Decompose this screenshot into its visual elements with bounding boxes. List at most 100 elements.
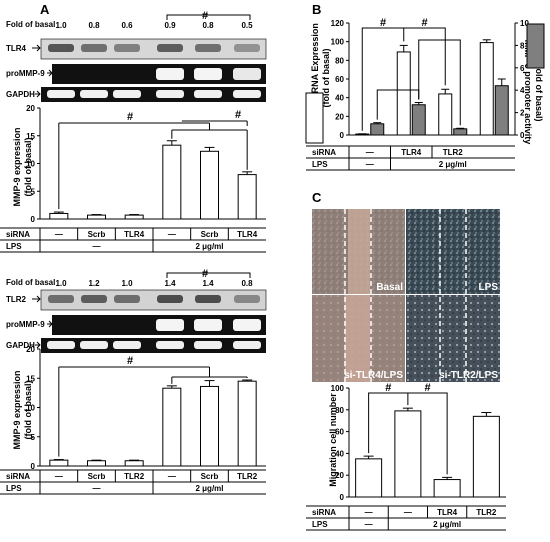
table-cell: Scrb bbox=[88, 230, 106, 239]
panel-c-chart: 0 20 40 60 80 100 # # bbox=[331, 382, 506, 502]
table-cell: — bbox=[365, 520, 373, 529]
y-tick-label: 20 bbox=[26, 104, 35, 113]
y-tick-label: 0 bbox=[31, 462, 36, 471]
fold-of-basal-label: Fold of basal bbox=[6, 278, 55, 287]
blot-band bbox=[194, 341, 222, 349]
y-tick-label: 80 bbox=[335, 56, 344, 65]
bar bbox=[200, 150, 219, 220]
blot-band bbox=[156, 341, 184, 349]
table-cell: TLR2 bbox=[124, 472, 145, 481]
blot-band bbox=[80, 341, 108, 349]
y-tick-label: 10 bbox=[26, 160, 35, 169]
blot-band bbox=[234, 295, 260, 303]
fold-value: 1.2 bbox=[88, 279, 100, 288]
fold-of-basal-label: Fold of basal bbox=[6, 20, 55, 29]
table-cell: TLR4 bbox=[124, 230, 145, 239]
y-tick-label: 15 bbox=[26, 132, 35, 141]
bar bbox=[124, 460, 144, 467]
y-tick-label: 10 bbox=[26, 404, 35, 413]
table-cell: 2 μg/ml bbox=[195, 484, 223, 493]
bar bbox=[162, 144, 182, 220]
legend-key-promoter bbox=[526, 23, 545, 69]
panel-letter-c: C bbox=[312, 190, 322, 205]
y-tick-label-right: 0 bbox=[520, 131, 525, 140]
fold-values-row: 1.0 0.8 0.6 0.9 0.8 0.5 bbox=[55, 21, 253, 30]
table-cell: — bbox=[404, 508, 412, 517]
legend-key-mrna bbox=[305, 92, 324, 144]
y-tick-label-right: 8 bbox=[520, 41, 525, 50]
table-cell: TLR2 bbox=[443, 148, 464, 157]
blot-band bbox=[233, 319, 261, 331]
blot-label-tlr4: TLR4 bbox=[6, 44, 27, 53]
y-tick-label: 5 bbox=[31, 433, 36, 442]
y-tick-label: 80 bbox=[335, 406, 344, 415]
panel-a-bottom: Fold of basal 1.0 1.2 1.0 1.4 1.4 0.8 # TLR2 … bbox=[0, 268, 267, 495]
blot-label-gapdh: GAPDH bbox=[6, 341, 35, 350]
bar bbox=[237, 174, 257, 220]
bar bbox=[49, 212, 69, 220]
blot-band bbox=[81, 295, 107, 303]
y-tick-label-right: 10 bbox=[520, 19, 529, 28]
y-tick-label-right: 4 bbox=[520, 86, 525, 95]
panel-c: C Basal LPS si-TLR4/LPS si-TLR2/LPS 0 20 4… bbox=[306, 190, 506, 531]
bar bbox=[200, 385, 219, 467]
bar bbox=[237, 380, 257, 467]
blot-band bbox=[233, 341, 261, 349]
blot-band bbox=[156, 68, 184, 80]
table-cell: Scrb bbox=[88, 472, 106, 481]
bar-promoter bbox=[494, 85, 509, 136]
table-cell: — bbox=[168, 230, 176, 239]
bar-mrna bbox=[479, 42, 494, 136]
table-cell: 2 μg/ml bbox=[433, 520, 461, 529]
bar-promoter bbox=[453, 128, 468, 136]
significance-hash: # bbox=[380, 17, 386, 29]
blot-label-gapdh: GAPDH bbox=[6, 90, 35, 99]
y-axis-label: MMP-9 expression(fold of basal) bbox=[12, 370, 33, 449]
y-axis-label: Migration cell number bbox=[328, 393, 338, 487]
panel-a-bottom-table: siRNA LPS — Scrb TLR2 — Scrb TLR2 — 2 μg/ml bbox=[0, 469, 266, 495]
significance-bracket bbox=[407, 392, 448, 475]
bar bbox=[87, 214, 106, 220]
bar-promoter bbox=[411, 104, 426, 136]
blot-strip-tlr4 bbox=[40, 38, 267, 60]
significance-hash: # bbox=[235, 109, 241, 121]
significance-hash: # bbox=[127, 355, 133, 367]
significance-bracket bbox=[368, 392, 409, 454]
gapdh-bands bbox=[47, 341, 261, 349]
fold-value: 1.0 bbox=[121, 279, 133, 288]
y-tick-label: 15 bbox=[26, 374, 35, 383]
table-cell: — bbox=[168, 472, 176, 481]
blot-band bbox=[195, 44, 221, 52]
y-tick-label-right: 2 bbox=[520, 109, 525, 118]
blot-label-prommp9: proMMP-9 bbox=[6, 69, 45, 78]
bar bbox=[472, 415, 500, 498]
blot-label-tlr2: TLR2 bbox=[6, 295, 27, 304]
blot-band bbox=[194, 90, 222, 98]
table-row-label: LPS bbox=[312, 520, 328, 529]
blot-band bbox=[157, 295, 183, 303]
panel-letter-b: B bbox=[312, 2, 321, 17]
wound-edges bbox=[344, 209, 467, 382]
fold-bracket bbox=[166, 14, 251, 20]
fold-values-row: 1.0 1.2 1.0 1.4 1.4 0.8 bbox=[55, 279, 253, 288]
blot-band bbox=[47, 90, 75, 98]
y-tick-label: 120 bbox=[331, 19, 345, 28]
bar bbox=[49, 459, 69, 467]
blot-label-prommp9: proMMP-9 bbox=[6, 320, 45, 329]
table-row-label: LPS bbox=[312, 160, 328, 169]
table-cell: 2 μg/ml bbox=[439, 160, 467, 169]
table-cell: — bbox=[93, 242, 101, 251]
blot-band bbox=[195, 295, 221, 303]
table-cell: TLR2 bbox=[237, 472, 258, 481]
hash-mark: # bbox=[202, 268, 208, 280]
y-tick-label: 40 bbox=[335, 94, 344, 103]
prommp9-bands bbox=[156, 68, 261, 80]
fold-value: 0.8 bbox=[202, 21, 214, 30]
fold-value: 0.5 bbox=[241, 21, 253, 30]
panel-a-top-table: siRNA LPS — Scrb TLR4 — Scrb TLR4 — 2 μg/ml bbox=[0, 227, 266, 253]
table-cell: TLR4 bbox=[401, 148, 422, 157]
y-tick-label: 60 bbox=[335, 428, 344, 437]
label-si-tlr4-lps: si-TLR4/LPS bbox=[344, 370, 403, 381]
significance-hash: # bbox=[385, 382, 391, 394]
micrograph-grid: Basal LPS si-TLR4/LPS si-TLR2/LPS bbox=[312, 209, 500, 382]
